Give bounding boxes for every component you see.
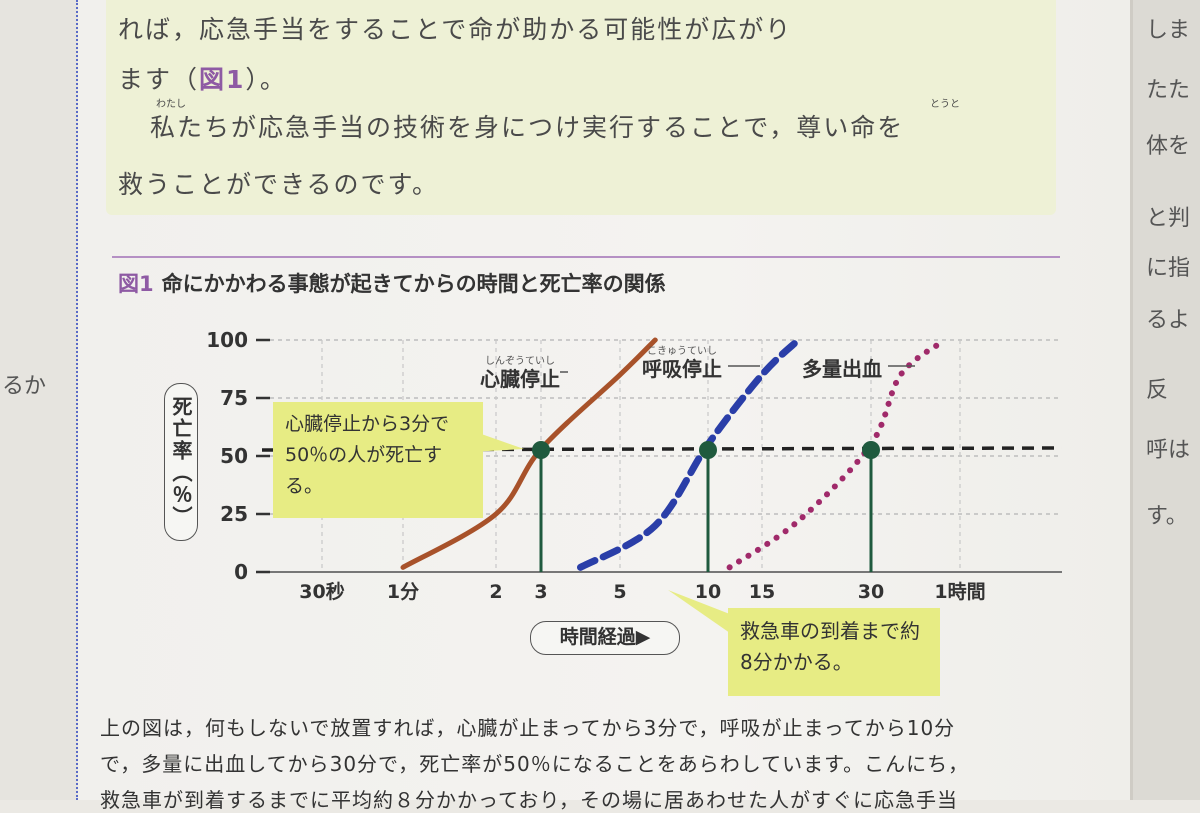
margin-dotted-line bbox=[76, 0, 78, 800]
series-label-3: 多量出血 bbox=[802, 357, 882, 381]
intro-line-3: 私たちが応急手当の技術を身につけ実行することで，尊い命を bbox=[150, 113, 905, 142]
x-tick-label: 1分 bbox=[387, 581, 419, 603]
right-page-edge bbox=[1130, 0, 1200, 800]
figure-number: 図1 bbox=[118, 272, 154, 296]
right-edge-char: に指 bbox=[1146, 256, 1191, 281]
x-tick-label: 2 bbox=[489, 581, 502, 603]
left-page-strip bbox=[0, 0, 78, 800]
y-tick-label: 50 bbox=[220, 444, 248, 468]
callout-left-pointer bbox=[470, 430, 524, 452]
x-tick-label: 3 bbox=[534, 581, 547, 603]
series-ruby-2: こきゅうていし bbox=[647, 345, 717, 357]
right-edge-char: しま bbox=[1146, 18, 1191, 43]
x-tick-label: 15 bbox=[749, 581, 775, 603]
marker-dot-2 bbox=[699, 441, 717, 459]
y-tick-label: 0 bbox=[234, 560, 248, 584]
y-tick-label: 75 bbox=[220, 386, 248, 410]
intro-text-box bbox=[106, 0, 1056, 215]
series-label-1: 心臓停止 bbox=[480, 367, 560, 391]
right-edge-char: 反 bbox=[1146, 378, 1169, 403]
marker-dot-3 bbox=[862, 441, 880, 459]
x-tick-label: 10 bbox=[695, 581, 721, 603]
x-tick-label: 30秒 bbox=[299, 580, 344, 603]
series-ruby-1: しんぞうていし bbox=[485, 355, 555, 367]
figure-top-rule bbox=[112, 256, 1060, 258]
right-edge-char: す。 bbox=[1146, 504, 1188, 529]
ruby-toto: とうと bbox=[930, 99, 960, 110]
x-axis-label: 時間経過▶ bbox=[530, 621, 680, 655]
y-tick-label: 100 bbox=[206, 328, 248, 352]
marker-dot-1 bbox=[532, 441, 550, 459]
figure-reference: 図1 bbox=[199, 65, 246, 94]
body-line-2: で，多量に出血してから30分で，死亡率が50％になることをあらわしています。こん… bbox=[100, 752, 970, 776]
x-tick-label: 30 bbox=[858, 581, 884, 603]
y-tick-label: 25 bbox=[220, 502, 248, 526]
reference-line-50 bbox=[261, 446, 1063, 452]
right-edge-char: たた bbox=[1146, 78, 1191, 103]
figure-title: 命にかかわる事態が起きてからの時間と死亡率の関係 bbox=[161, 272, 666, 296]
x-tick-label: 1時間 bbox=[934, 581, 985, 603]
y-axis-label: 死亡率（％） bbox=[164, 383, 198, 541]
callout-right-pointer bbox=[668, 590, 740, 640]
right-edge-char: るよ bbox=[1146, 308, 1191, 333]
right-edge-char: 体を bbox=[1146, 134, 1191, 159]
ruby-watashi: わたし bbox=[156, 99, 186, 110]
right-edge-char: 呼は bbox=[1146, 438, 1191, 463]
right-edge-char: と判 bbox=[1146, 206, 1191, 231]
left-edge-text: るか bbox=[2, 374, 47, 399]
intro-line-1: れば，応急手当をすることで命が助かる可能性が広がり bbox=[118, 15, 793, 44]
callout-cardiac-arrest: 心臓停止から3分で50％の人が死亡する。 bbox=[273, 402, 483, 518]
body-line-3: 救急車が到着するまでに平均約８分かかっており，その場に居あわせた人がすぐに応急手… bbox=[100, 788, 958, 812]
intro-line-4: 救うことができるのです。 bbox=[118, 170, 440, 199]
x-tick-label: 5 bbox=[613, 581, 626, 603]
body-line-1: 上の図は，何もしないで放置すれば，心臓が止まってから3分で，呼吸が止まってから1… bbox=[100, 716, 956, 740]
figure-caption: 図1 命にかかわる事態が起きてからの時間と死亡率の関係 bbox=[118, 268, 666, 298]
callout-ambulance: 救急車の到着まで約8分かかる。 bbox=[728, 608, 940, 696]
intro-line-2: ます（図1）。 bbox=[118, 65, 287, 94]
series-label-2: 呼吸停止 bbox=[642, 357, 722, 381]
